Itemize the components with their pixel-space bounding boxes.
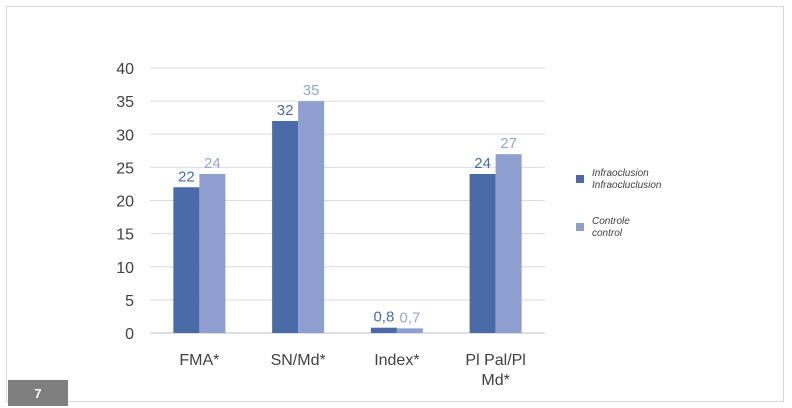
bar [396,328,423,333]
legend-item: Controle control [576,216,706,240]
legend-item: Infraoclusion Infraocluclusion [576,168,706,192]
y-tick-label: 5 [125,293,134,310]
bars [173,101,522,333]
y-tick-label: 20 [116,194,134,211]
x-tick-label: SN/Md* [271,352,326,369]
x-tick-label: Pl Pal/Pl Md* [465,352,525,389]
bar [199,174,226,333]
y-tick-label: 40 [116,61,134,78]
data-label: 24 [474,155,491,172]
bar [298,101,325,333]
x-tick-label: Index* [374,352,419,369]
axes: 0 5 10 15 20 25 30 35 40 FMA* SN/Md* Index* Pl Pal/P… [116,61,545,389]
y-tick-label: 25 [116,160,134,177]
y-tick-label: 15 [116,227,134,244]
data-label: 0,8 [373,309,394,326]
y-tick-label: 35 [116,94,134,111]
data-label: 0,7 [399,309,420,326]
legend-label: Controle control [592,216,630,239]
data-label: 27 [500,135,517,152]
legend-swatch [576,175,584,183]
x-tick-label: FMA* [179,352,219,369]
y-tick-label: 0 [125,326,134,343]
y-tick-label: 30 [116,127,134,144]
data-label: 24 [204,155,221,172]
bar [469,174,496,333]
chart-legend: Infraoclusion Infraocluclusion Controle con… [576,168,706,264]
data-label: 35 [303,82,320,99]
data-label: 22 [178,168,195,185]
bar [173,187,200,333]
data-labels: 22 24 32 35 0,8 0,7 24 27 [178,82,517,326]
figure-frame [6,6,784,402]
bar [495,154,522,333]
y-tick-label: 10 [116,260,134,277]
data-label: 32 [277,102,294,119]
bar [370,327,397,333]
legend-swatch [576,223,584,231]
legend-label: Infraoclusion Infraocluclusion [592,168,662,191]
figure-number-badge: 7 [8,380,68,406]
bar [272,121,299,333]
